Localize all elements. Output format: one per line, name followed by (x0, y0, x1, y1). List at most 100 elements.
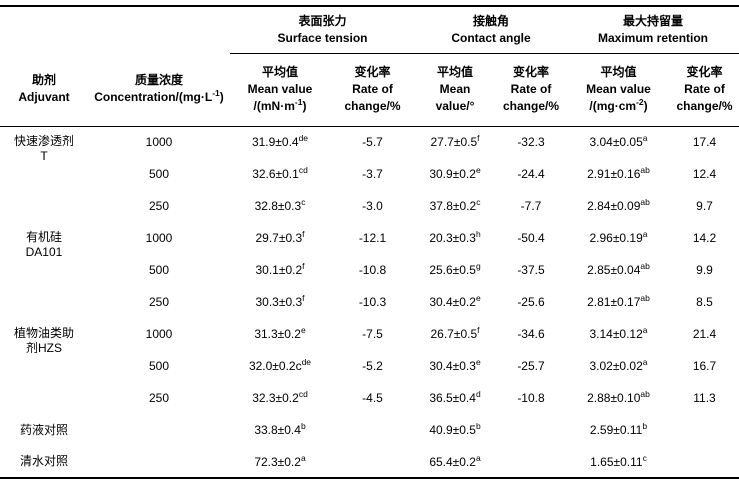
value-text: 30.3±0.3 (255, 295, 303, 309)
significance-superscript: h (475, 229, 481, 239)
table-row: 250 32.8±0.3c -3.0 37.8±0.2c -7.7 2.84±0… (0, 190, 739, 222)
cell-st-rate (330, 414, 415, 446)
cell-st-mean: 29.7±0.3f (230, 222, 330, 254)
cell-ca-rate: -25.7 (517, 359, 545, 373)
significance-superscript: ab (640, 293, 650, 303)
header-group-row: 表面张力 Surface tension 接触角 Contact angle 最… (0, 6, 739, 54)
significance-superscript: ab (640, 165, 650, 175)
cell-concentration: 250 (148, 391, 170, 405)
header-mr-rate: 变化率 Rate of change/% (670, 53, 739, 127)
cell-concentration: 250 (148, 199, 170, 213)
group-title-en: Surface tension (277, 30, 368, 45)
header-st-mean: 平均值 Mean value /(mN·m-1) (230, 53, 330, 127)
significance-superscript: c (301, 197, 306, 207)
value-text: 2.59±0.11 (589, 423, 643, 437)
cell-st-mean: 30.1±0.2f (230, 254, 330, 286)
cell-mr-mean: 3.04±0.05a (567, 126, 670, 158)
unit-text: ) (643, 99, 648, 113)
table-row: 清水对照 72.3±0.2a 65.4±0.2a 1.65±0.11c (0, 446, 739, 478)
cell-ca-rate: -7.7 (520, 199, 542, 213)
table-row: 250 30.3±0.3f -10.3 30.4±0.2e -25.6 2.81… (0, 286, 739, 318)
value-text: 26.7±0.5 (430, 327, 478, 341)
adjuvant-line1: 快速渗透剂 (13, 134, 74, 149)
significance-superscript: c (476, 197, 481, 207)
significance-superscript: e (475, 165, 481, 175)
cell-ca-mean: 40.9±0.5b (415, 414, 495, 446)
cell-ca-rate: -25.6 (517, 295, 545, 309)
cell-concentration: 500 (148, 167, 170, 181)
header-zh: 平均值 (261, 65, 298, 79)
header-group-maximum-retention: 最大持留量 Maximum retention (567, 6, 739, 54)
header-sub-row: 助剂 Adjuvant 质量浓度 Concentration/(mg·L-1) … (0, 53, 739, 127)
header-unit: change/% (676, 99, 733, 113)
value-text: 72.3±0.2 (254, 454, 301, 469)
value-text: 30.1±0.2 (255, 263, 303, 277)
cell-adjuvant: 药液对照 (0, 414, 88, 446)
value-text: 36.5±0.4 (429, 391, 476, 405)
cell-mr-rate: 17.4 (692, 135, 717, 150)
value-text: 2.91±0.16 (587, 167, 641, 181)
group-title-zh: 接触角 (472, 13, 509, 28)
cell-mr-mean: 2.88±0.10ab (567, 382, 670, 414)
cell-mr-mean: 2.96±0.19a (567, 222, 670, 254)
significance-superscript: de (301, 357, 312, 367)
significance-superscript: a (642, 133, 648, 144)
value-text: 2.81±0.17 (587, 295, 641, 309)
header-st-rate: 变化率 Rate of change/% (330, 53, 415, 127)
unit-text: /(mg·cm (589, 99, 637, 113)
value-text: 32.0±0.2c (248, 359, 302, 373)
cell-mr-mean: 2.91±0.16ab (567, 158, 670, 190)
header-unit: change/% (344, 99, 401, 113)
cell-mr-rate: 9.7 (696, 199, 713, 213)
header-en: Adjuvant (18, 90, 70, 105)
group-title-zh: 最大持留量 (623, 13, 684, 28)
cell-concentration: 1000 (145, 327, 173, 341)
cell-ca-mean: 27.7±0.5f (415, 126, 495, 158)
value-text: 2.96±0.19 (589, 231, 643, 245)
value-text: 3.04±0.05 (589, 135, 643, 150)
unit-exponent: -2 (636, 97, 644, 107)
significance-superscript: e (300, 325, 306, 335)
adjuvant-line2: DA101 (25, 245, 63, 259)
adjuvant-line1: 药液对照 (19, 422, 68, 437)
cell-ca-mean: 30.4±0.2e (415, 286, 495, 318)
cell-st-mean: 31.3±0.2e (230, 318, 330, 350)
table-row: 500 32.6±0.1cd -3.7 30.9±0.2e -24.4 2.91… (0, 158, 739, 190)
cell-ca-rate: -24.4 (517, 167, 545, 181)
cell-ca-rate: -34.6 (517, 327, 545, 341)
cell-ca-mean: 37.8±0.2c (415, 190, 495, 222)
unit-text: ) (219, 90, 224, 105)
value-text: 3.02±0.02 (589, 359, 643, 373)
significance-superscript: ab (640, 261, 650, 271)
header-en: Rate of (684, 82, 725, 96)
cell-st-mean: 32.3±0.2cd (230, 382, 330, 414)
cell-concentration (88, 414, 230, 446)
value-text: 32.8±0.3 (254, 199, 302, 213)
adjuvant-line2: 剂HZS (25, 341, 62, 355)
header-en: Rate of (510, 82, 552, 96)
cell-adjuvant (0, 382, 88, 414)
cell-ca-rate: -37.5 (517, 263, 545, 277)
cell-st-rate: -12.1 (358, 231, 387, 245)
cell-st-rate: -3.7 (362, 167, 383, 181)
cell-adjuvant: 有机硅 DA101 (0, 222, 88, 259)
significance-superscript: f (477, 133, 480, 144)
cell-st-rate: -10.3 (358, 295, 387, 309)
cell-mr-rate: 9.9 (696, 263, 713, 277)
cell-adjuvant: 清水对照 (0, 446, 88, 478)
cell-ca-mean: 30.9±0.2e (415, 158, 495, 190)
header-ca-rate: 变化率 Rate of change/% (495, 53, 567, 127)
adjuvant-properties-table: 表面张力 Surface tension 接触角 Contact angle 最… (0, 5, 739, 479)
table-row: 500 32.0±0.2cde -5.2 30.4±0.3e -25.7 3.0… (0, 350, 739, 382)
cell-mr-mean: 2.85±0.04ab (567, 254, 670, 286)
cell-ca-mean: 26.7±0.5f (415, 318, 495, 350)
cell-ca-rate (495, 446, 567, 478)
header-zh: 质量浓度 (134, 73, 183, 88)
cell-concentration (88, 446, 230, 478)
cell-st-mean: 72.3±0.2a (230, 446, 330, 478)
header-unit: /(mN·m-1) (230, 98, 330, 115)
significance-superscript: g (475, 261, 481, 271)
value-text: 33.8±0.4 (254, 423, 301, 437)
significance-superscript: e (475, 293, 481, 303)
cell-adjuvant: 快速渗透剂 T (0, 126, 88, 163)
